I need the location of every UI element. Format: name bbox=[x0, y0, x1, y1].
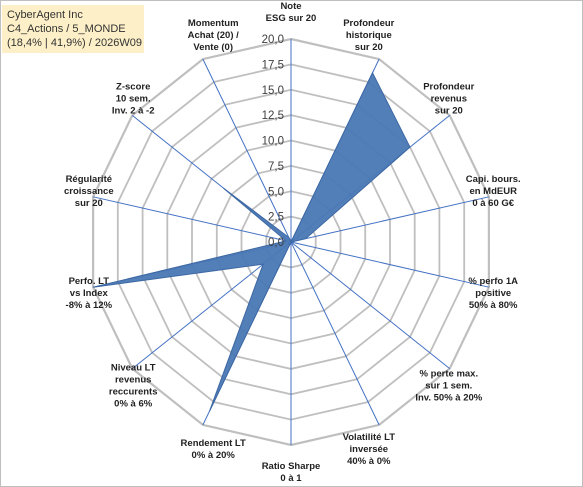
axis-label-line: sur 1 sem. bbox=[425, 380, 472, 391]
radar-tick-labels: 0,0 2,5 5,0 7,5 10,0 12,5 15,0 17,5 20,0 bbox=[262, 34, 284, 249]
axis-label-line: Profondeur bbox=[423, 82, 474, 93]
axis-label: % perfo 1A positive 50% à 80% bbox=[468, 276, 518, 311]
axis-label-line: Momentum bbox=[188, 18, 239, 29]
axis-label-line: Perfo. LT bbox=[69, 276, 110, 287]
chart-subtitle-line: C4_Actions / 5_MONDE bbox=[7, 23, 126, 35]
axis-label-line: 0% à 6% bbox=[114, 398, 153, 409]
axis-label-line: 40% à 0% bbox=[347, 456, 391, 467]
axis-label-line: -8% à 12% bbox=[66, 300, 113, 311]
tick-label: 20,0 bbox=[262, 34, 284, 46]
axis-label-line: Ratio Sharpe bbox=[262, 461, 321, 472]
axis-spoke bbox=[290, 241, 490, 288]
axis-label-line: Achat (20) / bbox=[188, 30, 240, 41]
axis-label: Régularité croissance sur 20 bbox=[64, 174, 114, 209]
radar-axis-labels: Note ESG sur 20 Profondeur historique sur 20… bbox=[64, 1, 521, 484]
axis-label: Momentum Achat (20) / Vente (0) bbox=[188, 18, 240, 53]
axis-label-line: Capi. bours. bbox=[466, 174, 521, 185]
axis-label: Note ESG sur 20 bbox=[266, 1, 317, 24]
chart-title-line: CyberAgent Inc bbox=[7, 9, 83, 21]
axis-spoke bbox=[92, 196, 292, 243]
axis-label-line: positive bbox=[475, 288, 511, 299]
axis-label-line: revenus bbox=[431, 94, 467, 105]
axis-label-line: % perfo 1A bbox=[468, 276, 518, 287]
axis-label-line: 0 à 1 bbox=[280, 473, 302, 484]
axis-label: % perte max. sur 1 sem. Inv. 50% à 20% bbox=[415, 368, 482, 403]
axis-label-line: Niveau LT bbox=[111, 362, 156, 373]
axis-spoke bbox=[290, 241, 380, 426]
axis-label: Niveau LT revenus reccurents 0% à 6% bbox=[109, 362, 158, 409]
axis-spoke bbox=[290, 241, 451, 369]
axis-spoke bbox=[202, 58, 292, 243]
axis-label-line: sur 20 bbox=[355, 42, 383, 53]
axis-label: Rendement LT 0% à 20% bbox=[181, 438, 246, 461]
axis-label-line: Vente (0) bbox=[193, 42, 233, 53]
tick-label: 2,5 bbox=[268, 212, 284, 224]
axis-label-line: Rendement LT bbox=[181, 438, 246, 449]
axis-label-line: Inv. 2 à -2 bbox=[112, 106, 155, 117]
axis-label-line: revenus bbox=[115, 374, 151, 385]
axis-label-line: 50% à 80% bbox=[469, 300, 518, 311]
chart-period-line: (18,4% | 41,9%) / 2026W09 bbox=[7, 37, 142, 49]
axis-label-line: 0 à 60 G€ bbox=[472, 198, 514, 209]
axis-label-line: croissance bbox=[64, 186, 114, 197]
tick-label: 15,0 bbox=[262, 85, 284, 97]
tick-label: 0,0 bbox=[268, 237, 284, 249]
radar-series bbox=[92, 71, 411, 412]
axis-label-line: Inv. 50% à 20% bbox=[415, 392, 482, 403]
tick-label: 7,5 bbox=[268, 161, 284, 173]
axis-label-line: vs Index bbox=[70, 288, 109, 299]
axis-label-line: en MdEUR bbox=[469, 186, 517, 197]
chart-title-box: CyberAgent Inc C4_Actions / 5_MONDE (18,… bbox=[2, 5, 144, 53]
tick-label: 12,5 bbox=[262, 110, 284, 122]
axis-label-line: 10 sem. bbox=[116, 94, 151, 105]
tick-label: 10,0 bbox=[262, 136, 284, 148]
axis-label: Profondeur revenus sur 20 bbox=[423, 82, 474, 117]
axis-label: Capi. bours. en MdEUR 0 à 60 G€ bbox=[466, 174, 521, 209]
series-area bbox=[92, 71, 411, 412]
axis-label: Profondeur historique sur 20 bbox=[343, 18, 394, 53]
axis-label-line: Volatilité LT bbox=[343, 432, 396, 443]
axis-label-line: ESG sur 20 bbox=[266, 13, 317, 24]
axis-label-line: Note bbox=[280, 1, 301, 12]
axis-label-line: sur 20 bbox=[435, 106, 463, 117]
axis-label-line: Régularité bbox=[66, 174, 112, 185]
tick-label: 5,0 bbox=[268, 186, 284, 198]
tick-label: 17,5 bbox=[262, 59, 284, 71]
axis-label: Volatilité LT inversée 40% à 0% bbox=[343, 432, 396, 467]
axis-label-line: sur 20 bbox=[75, 198, 103, 209]
axis-label-line: Z-score bbox=[116, 82, 150, 93]
axis-label-line: Profondeur bbox=[343, 18, 394, 29]
axis-label-line: 0% à 20% bbox=[192, 450, 236, 461]
axis-label-line: historique bbox=[346, 30, 392, 41]
axis-label-line: % perte max. bbox=[419, 368, 478, 379]
axis-label-line: reccurents bbox=[109, 386, 158, 397]
axis-label-line: inversée bbox=[350, 444, 389, 455]
axis-label: Z-score 10 sem. Inv. 2 à -2 bbox=[112, 82, 155, 117]
axis-spoke bbox=[290, 196, 490, 243]
axis-label: Perfo. LT vs Index -8% à 12% bbox=[66, 276, 113, 311]
axis-label: Ratio Sharpe 0 à 1 bbox=[262, 461, 321, 484]
